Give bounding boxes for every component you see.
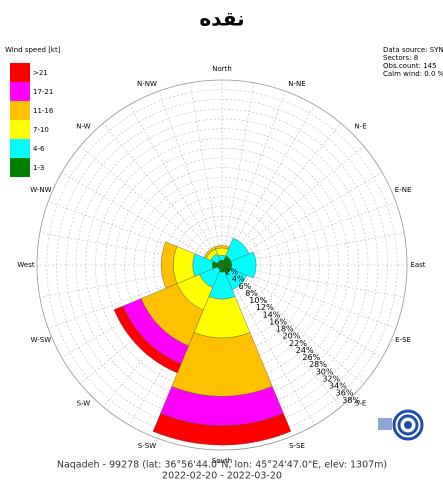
- info-text: Obs.count: 145: [383, 62, 437, 70]
- logo: [378, 409, 424, 441]
- r-tick-label: 14%: [263, 310, 281, 319]
- spoke: [39, 264, 223, 298]
- legend-swatch: [10, 101, 30, 120]
- direction-label: S-SW: [138, 442, 156, 450]
- r-tick-label: 24%: [296, 346, 314, 355]
- legend-label: 1-3: [33, 164, 44, 172]
- direction-label: N-W: [76, 122, 90, 130]
- spoke: [102, 123, 223, 266]
- grid-ring: [163, 206, 281, 324]
- legend-label: 4-6: [33, 145, 45, 153]
- spoke: [129, 104, 223, 266]
- r-tick-label: 22%: [289, 339, 307, 348]
- spoke: [80, 145, 223, 266]
- spoke: [221, 104, 315, 266]
- direction-label: South: [212, 457, 232, 465]
- direction-label: E-NE: [395, 186, 412, 194]
- r-tick-label: 16%: [269, 317, 287, 326]
- info-text: Data source: SYNOP: [383, 46, 443, 54]
- r-tick-label: 2%: [225, 268, 238, 277]
- footer-text: 2022-02-20 - 2022-03-20: [162, 471, 282, 482]
- r-tick-label: 10%: [249, 296, 267, 305]
- info-text: Sectors: 8: [383, 54, 418, 62]
- spoke: [189, 82, 223, 266]
- direction-label: N-NW: [137, 80, 157, 88]
- legend-label: 7-10: [33, 126, 49, 134]
- wind-sector: [160, 241, 178, 289]
- spoke: [221, 264, 315, 426]
- direction-label: S-SE: [289, 442, 305, 450]
- r-tick-label: 28%: [309, 360, 327, 369]
- grid-ring: [95, 138, 349, 392]
- r-tick-label: 12%: [256, 303, 274, 312]
- spoke: [61, 172, 223, 266]
- spoke: [221, 232, 405, 266]
- legend-label: 11-16: [33, 107, 54, 115]
- spoke: [221, 172, 383, 266]
- direction-label: S-E: [355, 400, 366, 408]
- legend-swatch: [10, 82, 30, 101]
- r-tick-label: 8%: [245, 289, 258, 298]
- spoke: [221, 264, 364, 385]
- wind-sector: [203, 246, 216, 259]
- r-tick-label: 32%: [322, 374, 340, 383]
- spoke: [221, 264, 342, 407]
- r-tick-label: 36%: [336, 389, 354, 398]
- r-tick-label: 6%: [239, 282, 252, 291]
- r-tick-label: 4%: [232, 275, 245, 284]
- spoke: [221, 264, 383, 358]
- r-tick-label: 38%: [342, 396, 360, 405]
- footer-text: Naqadeh - 99278 (lat: 36°56'44.0"N, lon:…: [57, 460, 387, 471]
- spoke: [221, 145, 364, 266]
- legend-swatch: [10, 63, 30, 82]
- spoke: [39, 232, 223, 266]
- r-tick-label: 18%: [276, 325, 294, 334]
- grid-ring: [46, 89, 398, 441]
- direction-label: North: [212, 65, 232, 73]
- direction-label: West: [17, 261, 34, 269]
- spoke: [48, 201, 223, 266]
- direction-label: N-E: [354, 122, 366, 130]
- wind-sector: [113, 305, 182, 374]
- legend-label: >21: [33, 69, 48, 77]
- wind-sector: [152, 413, 292, 446]
- legend-swatch: [10, 139, 30, 158]
- direction-label: N-NE: [288, 80, 305, 88]
- outer-ring: [36, 79, 408, 451]
- legend-label: 17-21: [33, 88, 53, 96]
- legend-swatch: [10, 120, 30, 139]
- direction-label: E-SE: [395, 336, 411, 344]
- wind-sector: [230, 251, 257, 279]
- direction-label: W-NW: [30, 186, 51, 194]
- direction-label: W-SW: [31, 336, 52, 344]
- spoke: [221, 201, 396, 266]
- r-tick-label: 30%: [316, 367, 334, 376]
- chart-title: نقده: [199, 7, 244, 31]
- legend-title: Wind speed [kt]: [5, 46, 61, 54]
- spoke: [221, 91, 286, 266]
- direction-label: East: [410, 261, 425, 269]
- direction-label: S-W: [77, 400, 91, 408]
- r-tick-label: 20%: [283, 332, 301, 341]
- spoke: [221, 264, 405, 298]
- spoke: [158, 91, 223, 266]
- spoke: [48, 264, 223, 329]
- r-tick-label: 34%: [329, 382, 347, 391]
- spoke: [221, 123, 342, 266]
- spoke: [221, 264, 396, 329]
- legend-swatch: [10, 158, 30, 177]
- info-text: Calm wind: 0.0 %: [383, 70, 443, 78]
- r-tick-label: 26%: [302, 353, 320, 362]
- spoke: [221, 82, 255, 266]
